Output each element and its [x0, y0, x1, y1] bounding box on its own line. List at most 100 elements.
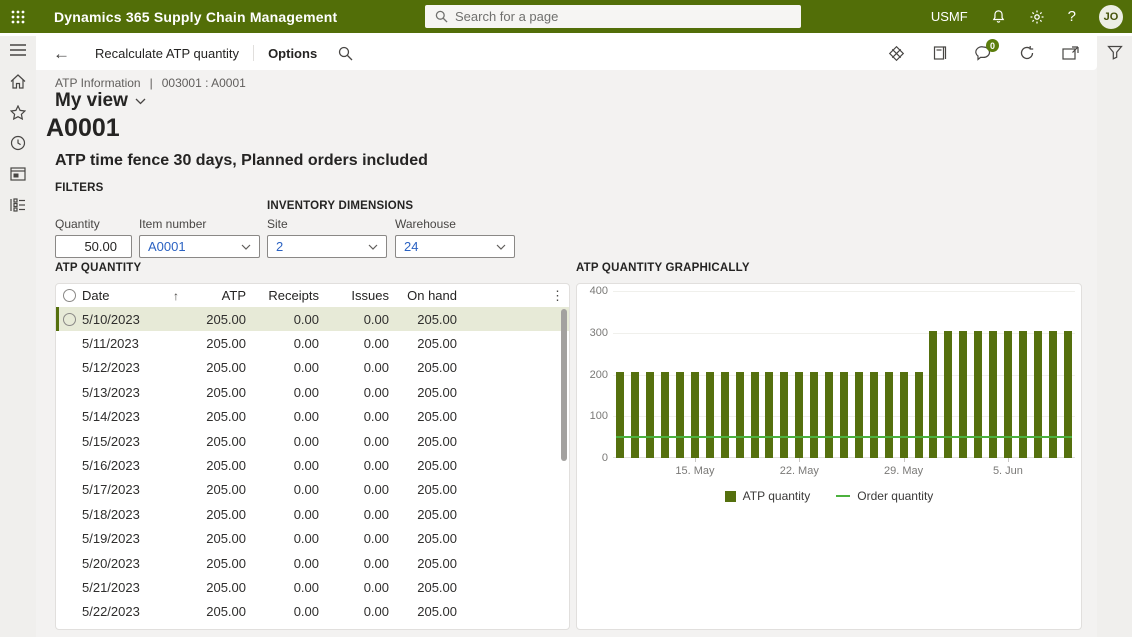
- table-row[interactable]: 5/14/2023205.000.000.00205.00: [56, 405, 569, 429]
- view-selector[interactable]: My view: [55, 90, 146, 112]
- table-row[interactable]: 5/19/2023205.000.000.00205.00: [56, 527, 569, 551]
- open-in-new-window-icon[interactable]: [1062, 46, 1079, 61]
- cell-receipts: 0.00: [246, 336, 319, 351]
- app-launcher-icon[interactable]: [11, 10, 25, 24]
- chart-section-label: ATP QUANTITY GRAPHICALLY: [576, 262, 750, 274]
- table-row[interactable]: 5/17/2023205.000.000.00205.00: [56, 478, 569, 502]
- quantity-input[interactable]: [56, 236, 124, 257]
- column-header-atp[interactable]: ATP: [192, 288, 246, 303]
- cell-issues: 0.00: [319, 482, 389, 497]
- recent-clock-icon[interactable]: [9, 134, 27, 152]
- x-axis-tick: [695, 458, 696, 462]
- cell-date: 5/14/2023: [82, 409, 192, 424]
- sort-ascending-icon[interactable]: ↑: [166, 289, 192, 303]
- warehouse-combobox[interactable]: 24: [395, 235, 515, 258]
- scrollbar-thumb[interactable]: [561, 309, 567, 461]
- search-icon: [435, 10, 448, 23]
- y-tick-label: 200: [580, 369, 608, 381]
- back-arrow-icon[interactable]: ←: [53, 45, 70, 62]
- row-select-radio[interactable]: [56, 429, 82, 453]
- help-icon[interactable]: ?: [1068, 8, 1076, 25]
- modules-icon[interactable]: [9, 165, 27, 183]
- filter-funnel-icon[interactable]: [1107, 45, 1123, 637]
- cell-on_hand: 205.00: [389, 336, 457, 351]
- table-row[interactable]: 5/18/2023205.000.000.00205.00: [56, 502, 569, 526]
- site-label: Site: [267, 217, 387, 231]
- row-select-radio[interactable]: [56, 307, 82, 331]
- row-select-radio[interactable]: [56, 453, 82, 477]
- cell-date: 5/13/2023: [82, 385, 192, 400]
- atp-bar: [646, 372, 654, 458]
- topbar-divider: [0, 33, 1132, 36]
- atp-bar: [1049, 331, 1057, 458]
- item-number-combobox[interactable]: A0001: [139, 235, 260, 258]
- form-search-icon[interactable]: [338, 46, 353, 61]
- column-header-issues[interactable]: Issues: [319, 288, 389, 303]
- legend-line-swatch: [836, 495, 850, 497]
- y-tick-label: 100: [580, 410, 608, 422]
- row-select-radio[interactable]: [56, 380, 82, 404]
- table-row[interactable]: 5/20/2023205.000.000.00205.00: [56, 551, 569, 575]
- settings-icon[interactable]: [1029, 9, 1045, 25]
- app-title[interactable]: Dynamics 365 Supply Chain Management: [54, 9, 337, 25]
- select-all-radio[interactable]: [56, 284, 82, 307]
- options-menu[interactable]: Options: [268, 46, 317, 61]
- atp-bar: [795, 372, 803, 458]
- x-tick-label: 22. May: [764, 465, 834, 477]
- power-apps-diamond-icon[interactable]: [888, 45, 905, 62]
- row-select-radio[interactable]: [56, 600, 82, 624]
- row-select-radio[interactable]: [56, 551, 82, 575]
- avatar[interactable]: JO: [1099, 5, 1123, 29]
- page-content: ATP Information | 003001 : A0001 My view…: [36, 70, 1097, 637]
- chart-card: 010020030040015. May22. May29. May5. Jun…: [576, 283, 1082, 630]
- global-search-input[interactable]: Search for a page: [425, 5, 801, 28]
- topbar-actions: USMF ? JO: [931, 5, 1123, 29]
- table-scrollbar[interactable]: [561, 309, 567, 623]
- workspaces-icon[interactable]: [9, 196, 27, 214]
- site-combobox[interactable]: 2: [267, 235, 387, 258]
- column-header-on-hand[interactable]: On hand: [389, 288, 457, 303]
- row-select-radio[interactable]: [56, 331, 82, 355]
- atp-bar: [616, 372, 624, 458]
- breadcrumb-form-link[interactable]: ATP Information: [55, 76, 141, 90]
- row-select-radio[interactable]: [56, 575, 82, 599]
- quantity-field: Quantity: [55, 217, 132, 258]
- cell-receipts: 0.00: [246, 312, 319, 327]
- warehouse-value: 24: [396, 239, 496, 254]
- notifications-icon[interactable]: [991, 9, 1006, 24]
- favorites-star-icon[interactable]: [9, 103, 27, 121]
- cell-date: 5/18/2023: [82, 507, 192, 522]
- task-recorder-book-icon[interactable]: [932, 45, 948, 61]
- row-select-radio[interactable]: [56, 478, 82, 502]
- cell-date: 5/16/2023: [82, 458, 192, 473]
- row-select-radio[interactable]: [56, 405, 82, 429]
- row-select-radio[interactable]: [56, 527, 82, 551]
- table-row[interactable]: 5/22/2023205.000.000.00205.00: [56, 600, 569, 624]
- home-icon[interactable]: [9, 72, 27, 90]
- column-header-date[interactable]: Date: [82, 288, 166, 303]
- table-row[interactable]: 5/11/2023205.000.000.00205.00: [56, 331, 569, 355]
- messages-icon[interactable]: 0: [975, 45, 992, 61]
- warehouse-field: Warehouse 24: [395, 217, 515, 258]
- cell-atp: 205.00: [192, 434, 246, 449]
- divider: [253, 45, 254, 61]
- column-options-icon[interactable]: ⋮: [547, 288, 569, 304]
- table-row[interactable]: 5/16/2023205.000.000.00205.00: [56, 453, 569, 477]
- column-header-receipts[interactable]: Receipts: [246, 288, 319, 303]
- table-row[interactable]: 5/15/2023205.000.000.00205.00: [56, 429, 569, 453]
- atp-bar: [751, 372, 759, 458]
- x-tick-label: 29. May: [869, 465, 939, 477]
- table-row[interactable]: 5/21/2023205.000.000.00205.00: [56, 575, 569, 599]
- table-row[interactable]: 5/10/2023205.000.000.00205.00: [56, 307, 569, 331]
- company-picker[interactable]: USMF: [931, 9, 968, 24]
- row-select-radio[interactable]: [56, 502, 82, 526]
- expand-menu-icon[interactable]: [9, 41, 27, 59]
- row-select-radio[interactable]: [56, 356, 82, 380]
- table-row[interactable]: 5/12/2023205.000.000.00205.00: [56, 356, 569, 380]
- x-axis-tick: [799, 458, 800, 462]
- atp-bar: [944, 331, 952, 458]
- refresh-icon[interactable]: [1019, 45, 1035, 61]
- table-row[interactable]: 5/13/2023205.000.000.00205.00: [56, 380, 569, 404]
- atp-table-body: 5/10/2023205.000.000.00205.005/11/202320…: [56, 307, 569, 624]
- cell-atp: 205.00: [192, 531, 246, 546]
